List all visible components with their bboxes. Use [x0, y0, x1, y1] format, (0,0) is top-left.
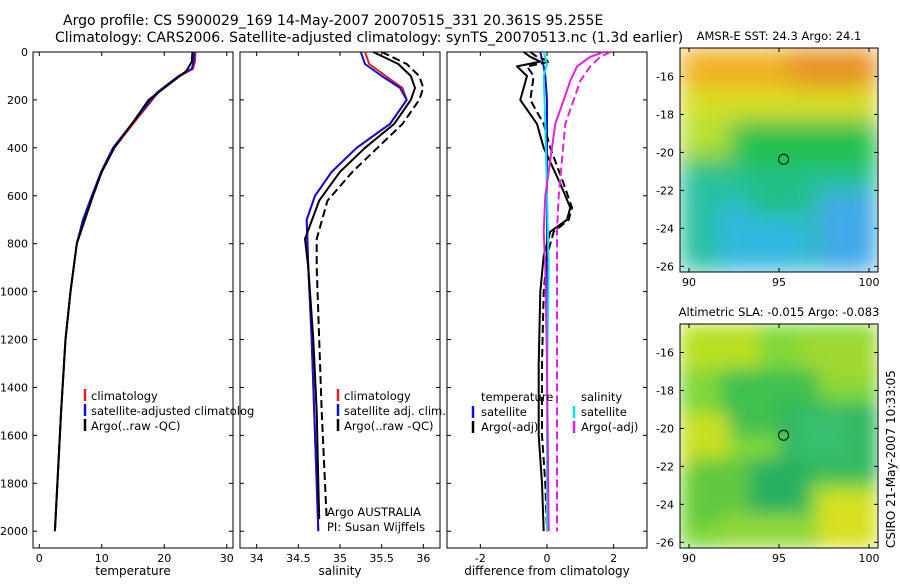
legend-label: satellite-adjusted climatolog: [91, 404, 254, 418]
y-tick-label: 1000: [0, 286, 28, 299]
argo-position-marker: [778, 429, 790, 441]
map-color-region: [680, 324, 760, 369]
x-tick-label: 35: [333, 552, 347, 565]
argo-position-marker: [778, 153, 790, 165]
map-color-region: [818, 193, 878, 272]
y-tick-label: 1400: [0, 381, 28, 394]
x-tick-label: 2: [610, 552, 617, 565]
y-tick-label: -22: [656, 460, 674, 473]
sla-map-panel: Altimetric SLA: -0.015 Argo: -0.083 -16 -1…: [656, 305, 879, 565]
x-tick-label: 35.5: [369, 552, 394, 565]
map-color-region: [818, 492, 878, 548]
map-title: AMSR-E SST: 24.3 Argo: 24.1: [697, 29, 862, 43]
float-annotation: Argo AUSTRALIA: [327, 505, 421, 519]
legend-label: satellite adj. clim.: [344, 404, 446, 418]
float-annotation: PI: Susan Wijffels: [327, 520, 425, 534]
legend-label: Argo(..raw -QC): [91, 419, 181, 433]
map-field: [680, 48, 878, 272]
x-axis-label: salinity: [318, 564, 361, 578]
temperature-profile-panel: 0 200 400 600 800 1000 1200 1400 1600 1800 2000 0 10…: [0, 46, 254, 578]
y-tick-label: 400: [7, 142, 28, 155]
series-line-climatology: [305, 51, 408, 532]
y-tick-label: -20: [656, 146, 674, 159]
y-tick-label: -16: [656, 70, 674, 83]
series-line-climatology: [53, 51, 197, 532]
y-tick-label: -18: [656, 108, 674, 121]
y-tick-label: 1200: [0, 334, 28, 347]
series-line-temperature-argo-adj: [526, 51, 573, 532]
map-field: [680, 324, 878, 548]
legend-label: climatology: [344, 389, 411, 403]
y-tick-label: -24: [656, 498, 674, 511]
header-line-2: Climatology: CARS2006. Satellite-adjuste…: [55, 30, 683, 46]
y-tick-label: -20: [656, 422, 674, 435]
series-line-argo-raw-qc-: [53, 51, 194, 532]
y-tick-label: -22: [656, 184, 674, 197]
legend-label: Argo(..raw -QC): [344, 419, 434, 433]
legend-label: satellite: [581, 405, 627, 419]
header-line-1: Argo profile: CS 5900029_169 14-May-2007…: [63, 13, 603, 29]
x-tick-label: 0: [544, 552, 551, 565]
x-tick-label: -2: [475, 552, 486, 565]
y-tick-label: -26: [656, 536, 674, 549]
csiro-timestamp: CSIRO 21-May-2007 10:33:05: [884, 370, 898, 548]
salinity-profile-panel: 34 34.5 35 35.5 36 salinity climatologysatelli…: [239, 51, 446, 578]
series-line-satellite-adj-clim-: [305, 51, 408, 532]
series-line-satellite-adjusted-climatolog: [53, 51, 196, 532]
map-color-region: [680, 88, 878, 120]
y-tick-label: 1600: [0, 429, 28, 442]
x-tick-label: 0: [36, 552, 43, 565]
plot-frame: [32, 51, 234, 549]
map-color-region: [798, 413, 849, 459]
map-color-region: [749, 182, 809, 216]
series-line-argo-raw-qc-adj: [315, 51, 425, 520]
x-tick-label: 100: [859, 276, 880, 289]
legend-title: salinity: [581, 390, 622, 404]
y-tick-label: 800: [7, 238, 28, 251]
x-tick-label: 10: [95, 552, 109, 565]
map-color-region: [788, 48, 878, 89]
legend-title: temperature: [481, 390, 553, 404]
legend-label: satellite: [481, 405, 527, 419]
series-line-salinity-argo: [542, 51, 605, 532]
y-tick-label: -18: [656, 384, 674, 397]
x-tick-label: 34: [250, 552, 264, 565]
x-axis-label: temperature: [95, 564, 170, 578]
legend-label: Argo(-adj): [481, 420, 538, 434]
x-tick-label: 95: [772, 552, 786, 565]
x-tick-label: 34.5: [286, 552, 311, 565]
y-tick-label: 600: [7, 190, 28, 203]
map-title: Altimetric SLA: -0.015 Argo: -0.083: [679, 305, 880, 319]
map-color-region: [749, 458, 809, 515]
x-tick-label: 90: [682, 552, 696, 565]
y-tick-label: 0: [21, 46, 28, 59]
x-tick-label: 90: [682, 276, 696, 289]
x-axis-label: difference from climatology: [464, 564, 630, 578]
y-tick-label: 200: [7, 94, 28, 107]
x-tick-label: 36: [416, 552, 430, 565]
y-tick-label: -16: [656, 346, 674, 359]
series-line-salinity-argo-adj: [556, 51, 611, 532]
legend-label: climatology: [91, 389, 158, 403]
map-color-region: [689, 458, 750, 526]
y-tick-label: 1800: [0, 477, 28, 490]
map-image: [680, 48, 878, 272]
series-line-argo-raw-qc-: [304, 51, 416, 520]
map-color-region: [680, 115, 730, 156]
x-tick-label: 95: [772, 276, 786, 289]
map-color-region: [719, 514, 819, 548]
sst-map-panel: AMSR-E SST: 24.3 Argo: 24.1 -16 -18 -20 -22 -…: [656, 29, 879, 289]
plot-frame: [239, 51, 441, 549]
y-tick-label: -24: [656, 222, 674, 235]
y-tick-label: 2000: [0, 525, 28, 538]
series-line-temperature-argo: [516, 51, 572, 532]
x-tick-label: 100: [859, 552, 880, 565]
map-image: [680, 324, 878, 548]
x-tick-label: 30: [220, 552, 234, 565]
x-tick-label: 20: [157, 552, 171, 565]
y-tick-label: -26: [656, 260, 674, 273]
legend-label: Argo(-adj): [581, 420, 638, 434]
